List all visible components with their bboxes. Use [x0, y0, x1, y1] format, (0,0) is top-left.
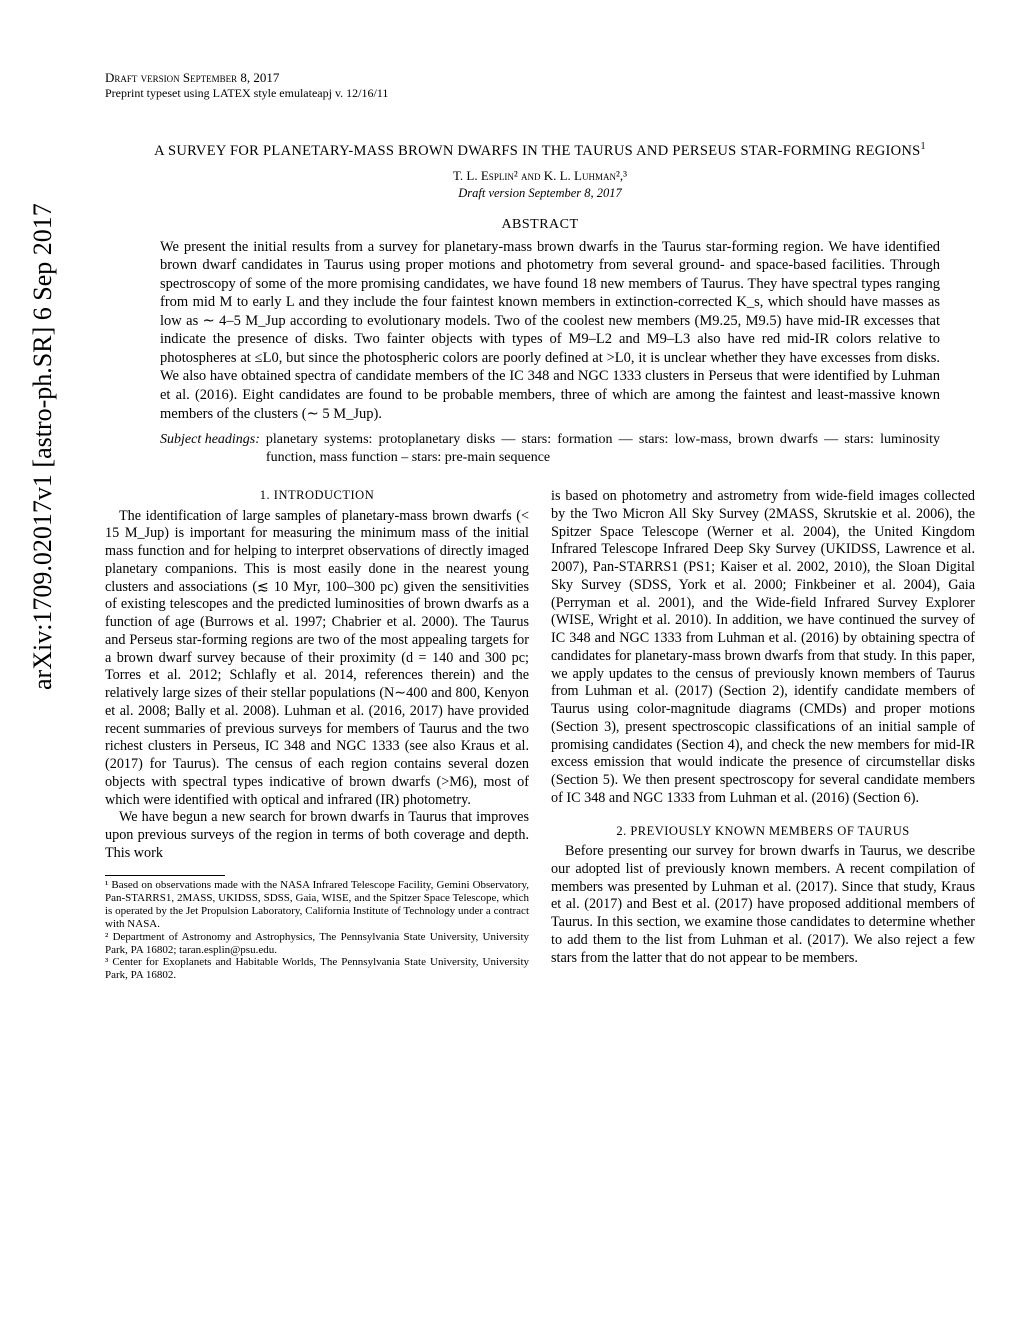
draft-header: Draft version September 8, 2017: [105, 70, 975, 86]
footnote-rule: [105, 875, 225, 876]
abstract-heading: ABSTRACT: [105, 216, 975, 234]
title-block: A SURVEY FOR PLANETARY-MASS BROWN DWARFS…: [105, 141, 975, 202]
intro-continued: is based on photometry and astrometry fr…: [551, 488, 975, 808]
subject-label: Subject headings:: [160, 431, 260, 466]
footnote-2: ² Department of Astronomy and Astrophysi…: [105, 931, 529, 957]
title-sup: 1: [921, 141, 926, 152]
preprint-header: Preprint typeset using LATEX style emula…: [105, 86, 975, 101]
footnotes: ¹ Based on observations made with the NA…: [105, 875, 529, 983]
page-content: Draft version September 8, 2017 Preprint…: [105, 70, 975, 982]
footnote-1: ¹ Based on observations made with the NA…: [105, 879, 529, 931]
section-2-para-1: Before presenting our survey for brown d…: [551, 843, 975, 967]
authors: T. L. Esplin² and K. L. Luhman²,³: [105, 168, 975, 184]
subject-text: planetary systems: protoplanetary disks …: [266, 431, 940, 466]
section-1-para-2: We have begun a new search for brown dwa…: [105, 809, 529, 862]
right-column: is based on photometry and astrometry fr…: [551, 488, 975, 982]
section-1-para-1: The identification of large samples of p…: [105, 508, 529, 810]
draft-date: Draft version September 8, 2017: [105, 186, 975, 202]
section-2-heading: 2. PREVIOUSLY KNOWN MEMBERS OF TAURUS: [551, 824, 975, 840]
arxiv-identifier: arXiv:1709.02017v1 [astro-ph.SR] 6 Sep 2…: [28, 203, 58, 690]
left-column: 1. INTRODUCTION The identification of la…: [105, 488, 529, 982]
abstract-body: We present the initial results from a su…: [160, 238, 940, 423]
footnote-3: ³ Center for Exoplanets and Habitable Wo…: [105, 956, 529, 982]
paper-title: A SURVEY FOR PLANETARY-MASS BROWN DWARFS…: [115, 141, 965, 160]
section-1-heading: 1. INTRODUCTION: [105, 488, 529, 504]
title-text: A SURVEY FOR PLANETARY-MASS BROWN DWARFS…: [154, 143, 920, 159]
subject-headings: Subject headings: planetary systems: pro…: [160, 431, 940, 466]
two-column-body: 1. INTRODUCTION The identification of la…: [105, 488, 975, 982]
